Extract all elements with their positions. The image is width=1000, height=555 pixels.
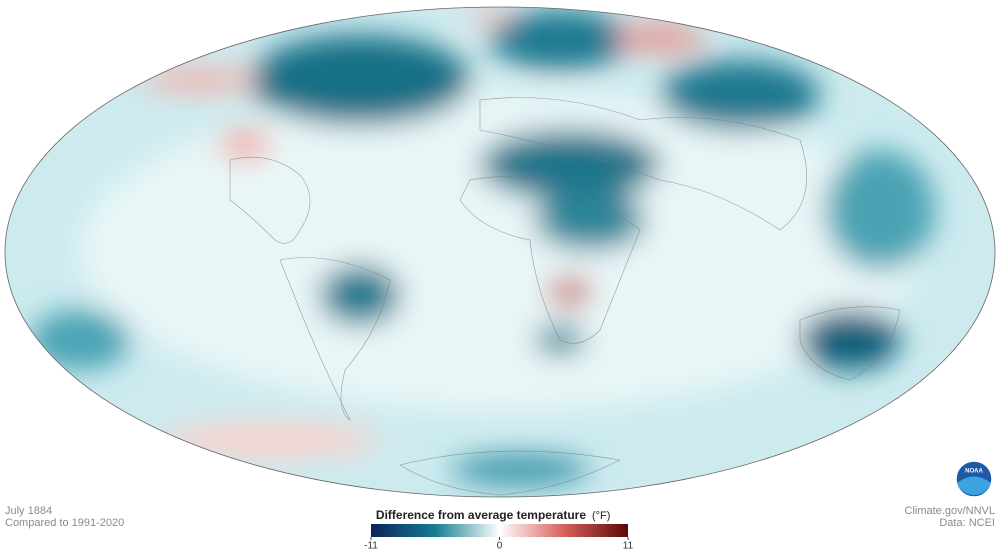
- anomaly-field: [30, 7, 935, 486]
- tick-label: -11: [364, 541, 378, 552]
- coastlines: [229, 97, 901, 496]
- noaa-logo: NOAA: [955, 460, 993, 498]
- color-scale: [371, 524, 628, 537]
- legend-unit: (°F): [592, 510, 610, 522]
- logo-text: NOAA: [965, 469, 983, 475]
- tick-label: 0: [497, 541, 503, 552]
- baseline: Compared to 1991-2020: [5, 517, 124, 529]
- data-credit: Data: NCEI: [939, 517, 995, 529]
- legend-title: Difference from average temperature: [376, 508, 586, 522]
- legend-ticks: -11 0 11: [364, 537, 634, 552]
- date: July 1884: [5, 505, 52, 517]
- map: [5, 7, 995, 497]
- tick-label: 11: [623, 541, 634, 552]
- source: Climate.gov/NNVL: [905, 505, 995, 517]
- map-outline: [4, 6, 996, 498]
